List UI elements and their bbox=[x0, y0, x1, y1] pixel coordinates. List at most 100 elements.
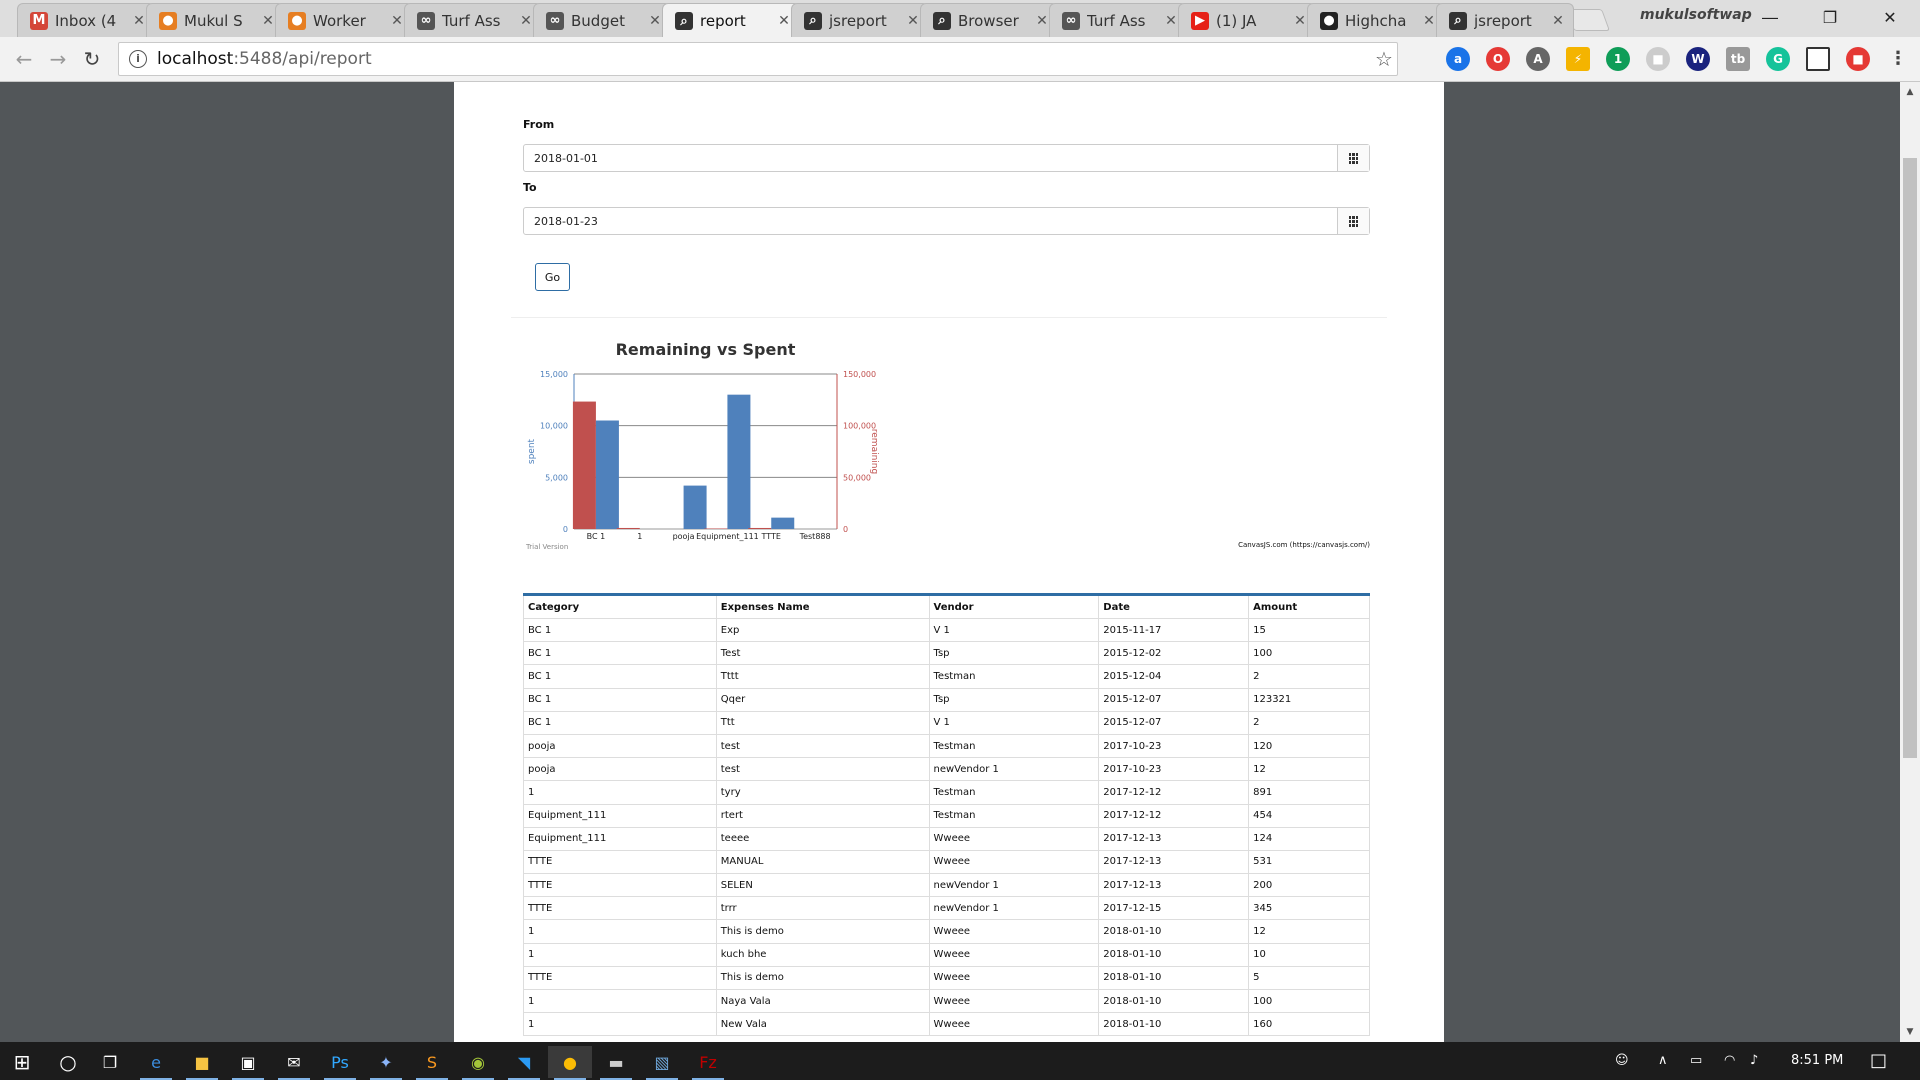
browser-tab[interactable]: ● Mukul S ✕ bbox=[146, 3, 284, 37]
address-url[interactable]: localhost:5488/api/report bbox=[157, 49, 1371, 69]
browser-tab[interactable]: ● Highcha ✕ bbox=[1307, 3, 1445, 37]
wordtune-icon[interactable]: W bbox=[1686, 47, 1710, 71]
close-window-icon[interactable]: ✕ bbox=[1883, 8, 1897, 27]
table-cell: V 1 bbox=[928, 617, 1100, 643]
volume-icon[interactable]: ♪ bbox=[1750, 1053, 1759, 1068]
table-cell: 2 bbox=[1248, 664, 1370, 689]
angular-icon[interactable]: A bbox=[1526, 47, 1550, 71]
tb-icon[interactable]: tb bbox=[1726, 47, 1750, 71]
profile-name[interactable]: mukulsoftwap bbox=[1640, 7, 1752, 23]
browser-tab[interactable]: ⌕ report ✕ bbox=[662, 3, 800, 38]
chrome-icon[interactable]: ● bbox=[548, 1046, 592, 1080]
camera-icon[interactable]: ■ bbox=[1646, 47, 1670, 71]
restore-icon[interactable]: ❐ bbox=[1822, 8, 1838, 27]
browser-tab[interactable]: ⌕ jsreport ✕ bbox=[1436, 3, 1574, 37]
table-cell: Qqer bbox=[715, 687, 930, 712]
file-explorer-icon[interactable]: ■ bbox=[180, 1046, 224, 1080]
bookmark-star-icon[interactable]: ☆ bbox=[1375, 47, 1393, 71]
minimize-icon[interactable]: ― bbox=[1762, 8, 1778, 27]
tab-label: (1) JA bbox=[1216, 11, 1257, 30]
table-cell: MANUAL bbox=[715, 849, 930, 875]
browser-tab[interactable]: ∞ Budget ✕ bbox=[533, 3, 671, 37]
clock[interactable]: 8:51 PM bbox=[1791, 1053, 1844, 1068]
table-cell: 2018-01-10 bbox=[1098, 965, 1250, 991]
tab-close-icon[interactable]: ✕ bbox=[1552, 12, 1564, 29]
chart-svg: Remaining vs Spent 0 0 5,000 50,000 10,000 100… bbox=[525, 340, 1370, 551]
edge-icon[interactable]: e bbox=[134, 1046, 178, 1080]
android-icon[interactable]: ◉ bbox=[456, 1046, 500, 1080]
network-tool-icon[interactable]: ✦ bbox=[364, 1046, 408, 1080]
to-date-input[interactable]: 2018-01-23 bbox=[523, 207, 1370, 235]
browser-tab[interactable]: ▶ (1) JA ✕ bbox=[1178, 3, 1316, 37]
grammarly-icon[interactable]: G bbox=[1766, 47, 1790, 71]
notifications-icon[interactable]: □ bbox=[1870, 1050, 1888, 1071]
vertical-scrollbar[interactable]: ▲ ▼ bbox=[1900, 82, 1920, 1042]
windows-taskbar: ⊞ ○ ☺ ∧ ▭ ◠ ♪ 8:51 PM □ ❐ e ■ ▣ ✉ Ps ✦ S ◉ ◥ ● ▬ ▧ Fz bbox=[0, 1042, 1920, 1080]
tab-close-icon[interactable]: ✕ bbox=[262, 12, 274, 29]
table-cell: newVendor 1 bbox=[928, 896, 1100, 921]
scroll-up-icon[interactable]: ▲ bbox=[1906, 87, 1914, 97]
tab-close-icon[interactable]: ✕ bbox=[520, 12, 532, 29]
browser-tab[interactable]: ⌕ jsreport ✕ bbox=[791, 3, 929, 37]
tab-close-icon[interactable]: ✕ bbox=[1294, 12, 1306, 29]
from-date-value[interactable]: 2018-01-01 bbox=[534, 151, 598, 165]
bar-spent bbox=[727, 394, 751, 529]
table-cell: Equipment_111 bbox=[523, 826, 717, 851]
tab-close-icon[interactable]: ✕ bbox=[649, 12, 661, 29]
terminal-icon[interactable]: ▬ bbox=[594, 1046, 638, 1080]
ssms-icon[interactable]: ▧ bbox=[640, 1046, 684, 1080]
back-icon[interactable]: ← bbox=[15, 47, 33, 71]
from-date-input[interactable]: 2018-01-01 bbox=[523, 144, 1370, 172]
tab-label: report bbox=[700, 12, 746, 30]
table-cell: BC 1 bbox=[523, 664, 717, 689]
tab-close-icon[interactable]: ✕ bbox=[1165, 12, 1177, 29]
lightning-icon[interactable]: ⚡ bbox=[1566, 47, 1590, 71]
opera-icon[interactable]: O bbox=[1486, 47, 1510, 71]
task-view-icon[interactable]: ❐ bbox=[102, 1052, 118, 1072]
cortana-icon[interactable]: ○ bbox=[59, 1050, 77, 1074]
info-icon[interactable]: i bbox=[129, 50, 147, 68]
stop-icon[interactable]: ■ bbox=[1846, 47, 1870, 71]
tab-close-icon[interactable]: ✕ bbox=[133, 12, 145, 29]
people-icon[interactable]: ☺ bbox=[1615, 1053, 1629, 1068]
reload-icon[interactable]: ↻ bbox=[83, 47, 101, 71]
forward-icon[interactable]: → bbox=[49, 47, 67, 71]
tray-up-icon[interactable]: ∧ bbox=[1658, 1053, 1668, 1068]
photoshop-icon[interactable]: Ps bbox=[318, 1046, 362, 1080]
browser-tab[interactable]: ∞ Turf Ass ✕ bbox=[1049, 3, 1187, 37]
tab-close-icon[interactable]: ✕ bbox=[1036, 12, 1048, 29]
browser-tab[interactable]: ∞ Turf Ass ✕ bbox=[404, 3, 542, 37]
go-button[interactable]: Go bbox=[535, 263, 570, 291]
sublime-icon[interactable]: S bbox=[410, 1046, 454, 1080]
browser-tab[interactable]: ⌕ Browser ✕ bbox=[920, 3, 1058, 37]
scroll-down-icon[interactable]: ▼ bbox=[1906, 1027, 1914, 1037]
browser-tab[interactable]: M Inbox (4 ✕ bbox=[17, 3, 155, 37]
screenshot-icon[interactable] bbox=[1806, 47, 1830, 71]
wifi-icon[interactable]: ◠ bbox=[1724, 1053, 1736, 1068]
table-cell: BC 1 bbox=[523, 687, 717, 712]
menu-icon[interactable]: ⋮ bbox=[1889, 48, 1907, 69]
address-bar[interactable]: i localhost:5488/api/report ☆ bbox=[118, 42, 1398, 76]
calendar-icon[interactable] bbox=[1337, 145, 1369, 171]
vscode-icon[interactable]: ◥ bbox=[502, 1046, 546, 1080]
to-date-value[interactable]: 2018-01-23 bbox=[534, 214, 598, 228]
store-icon[interactable]: ▣ bbox=[226, 1046, 270, 1080]
extension-green-icon[interactable]: 1 bbox=[1606, 47, 1630, 71]
windows-start-icon[interactable]: ⊞ bbox=[13, 1050, 31, 1074]
url-host: localhost bbox=[157, 49, 234, 69]
tab-close-icon[interactable]: ✕ bbox=[907, 12, 919, 29]
extension-a-icon[interactable]: a bbox=[1446, 47, 1470, 71]
scroll-thumb[interactable] bbox=[1903, 158, 1917, 758]
battery-icon[interactable]: ▭ bbox=[1690, 1053, 1703, 1068]
tab-close-icon[interactable]: ✕ bbox=[1423, 12, 1435, 29]
table-cell: pooja bbox=[523, 733, 717, 759]
browser-tab[interactable]: ● Worker ✕ bbox=[275, 3, 413, 37]
table-row: pooja test Testman 2017-10-23 120 bbox=[523, 733, 1370, 759]
tab-close-icon[interactable]: ✕ bbox=[391, 12, 403, 29]
mail-icon[interactable]: ✉ bbox=[272, 1046, 316, 1080]
tab-close-icon[interactable]: ✕ bbox=[778, 13, 790, 29]
table-header-row: Category Expenses Name Vendor Date Amount bbox=[523, 594, 1370, 619]
calendar-icon[interactable] bbox=[1337, 208, 1369, 234]
table-cell: TTTE bbox=[523, 849, 717, 875]
filezilla-icon[interactable]: Fz bbox=[686, 1046, 730, 1080]
